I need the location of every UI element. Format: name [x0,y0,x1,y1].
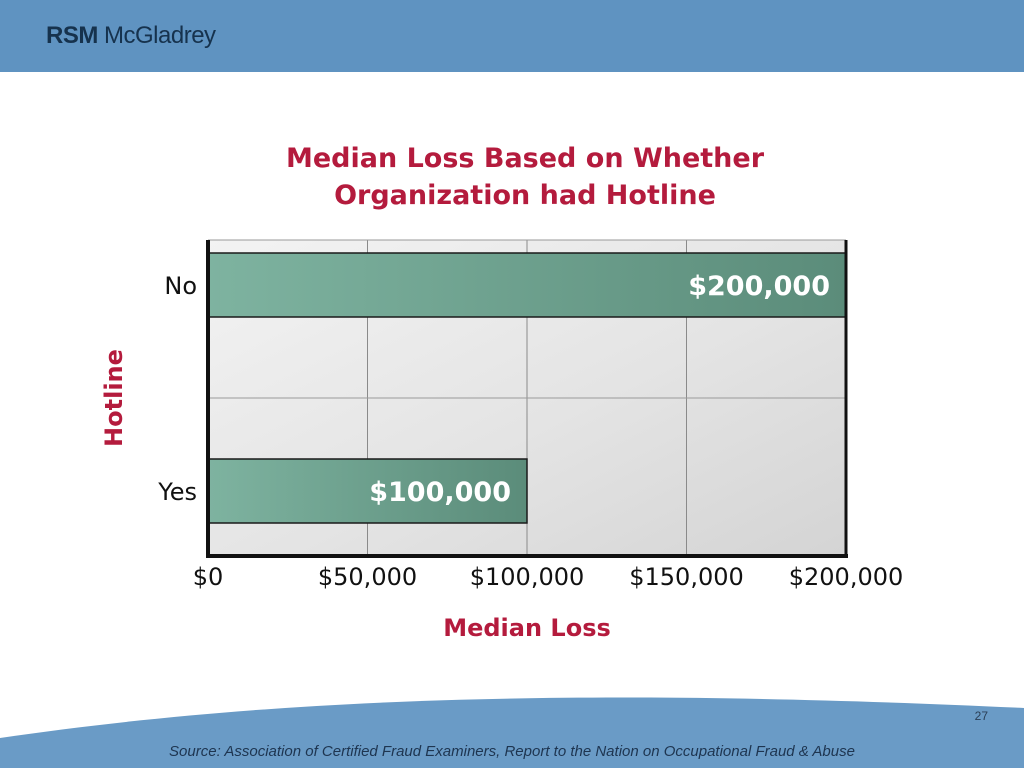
footer-band [0,697,1024,768]
company-logo: RSM McGladrey [46,22,216,50]
x-tick-label: $50,000 [318,563,417,591]
x-tick-label: $100,000 [470,563,585,591]
category-label: Yes [157,478,197,506]
page-number: 27 [974,709,988,723]
y-axis-label: Hotline [100,349,128,447]
bar-data-label: $200,000 [688,271,830,302]
x-tick-label: $150,000 [629,563,744,591]
chart-title-line-2: Organization had Hotline [334,180,716,211]
x-tick-label: $0 [193,563,224,591]
source-citation: Source: Association of Certified Fraud E… [169,743,855,760]
bar-data-label: $100,000 [369,477,511,508]
x-tick-label: $200,000 [789,563,904,591]
header-band [0,0,1024,72]
logo-mcgladrey-text: McGladrey [104,22,216,49]
chart-title: Median Loss Based on Whether Organizatio… [200,140,850,214]
x-axis-label: Median Loss [443,614,611,642]
bar-chart: $200,000 $100,000 $0 $50,000 $100,000 $150,0… [100,239,904,642]
logo-rsm-text: RSM [46,22,98,49]
category-label: No [164,272,197,300]
chart-title-line-1: Median Loss Based on Whether [285,143,765,174]
